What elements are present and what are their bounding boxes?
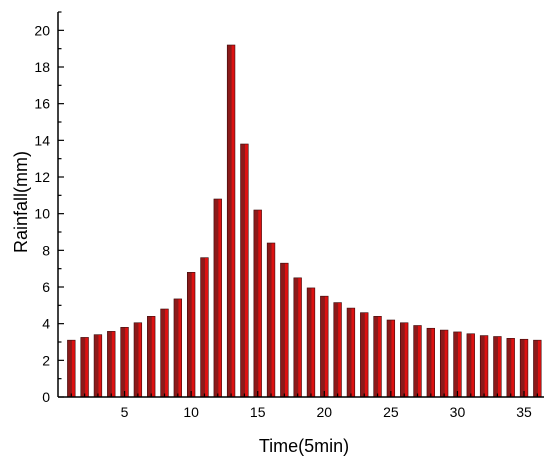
bar-30 [453,331,462,398]
bar-18 [293,277,302,398]
bar-36 [533,339,542,398]
bar-14 [240,143,249,398]
y-axis-title: Rainfall(mm) [11,151,31,253]
x-tick-label: 20 [317,404,333,420]
bar-6 [133,322,143,398]
bar-23 [360,312,369,398]
y-tick-label: 16 [34,96,50,112]
bar-15 [253,209,262,398]
bar-13 [226,44,236,398]
bar-4 [107,331,116,398]
bar-35 [519,338,529,398]
bar-3 [93,334,103,398]
bar-27 [413,325,422,398]
bar-8 [160,308,169,398]
x-tick-label: 30 [450,404,466,420]
bars-group [67,44,542,398]
y-tick-label: 2 [42,352,50,368]
y-tick-label: 4 [42,316,50,332]
bar-29 [439,329,449,398]
y-tick-label: 6 [42,279,50,295]
bar-25 [386,319,396,398]
x-tick-label: 35 [516,404,532,420]
x-tick-label: 15 [250,404,266,420]
bar-26 [400,322,409,398]
y-tick-label: 20 [34,22,50,38]
y-tick-label: 12 [34,169,50,185]
bar-21 [333,302,342,398]
bar-28 [426,327,435,398]
bar-32 [479,335,489,398]
bar-1 [67,339,76,398]
y-tick-label: 14 [34,132,50,148]
bar-17 [280,262,289,398]
bar-16 [266,242,276,398]
x-axis-title: Time(5min) [259,436,349,456]
bar-9 [173,298,182,398]
bar-22 [346,307,356,398]
bar-24 [373,316,382,398]
bar-7 [147,316,156,398]
bar-19 [306,287,316,398]
x-tick-label: 10 [183,404,199,420]
bar-34 [506,338,515,398]
bar-5 [120,327,129,398]
bar-20 [320,295,329,398]
x-tick-label: 25 [383,404,399,420]
y-tick-label: 18 [34,59,50,75]
bar-10 [186,272,196,398]
y-tick-label: 10 [34,206,50,222]
x-tick-label: 5 [121,404,129,420]
axes-group [57,12,544,398]
bar-33 [493,336,502,398]
bar-12 [213,198,222,398]
bar-2 [80,337,89,398]
ticks-group: 0 2 4 6 8 10 12 14 16 18 20 5 10 15 20 25 30 35 [34,11,538,420]
bar-11 [200,257,209,398]
y-tick-label: 8 [42,242,50,258]
y-tick-label: 0 [42,389,50,405]
bar-31 [466,333,475,398]
